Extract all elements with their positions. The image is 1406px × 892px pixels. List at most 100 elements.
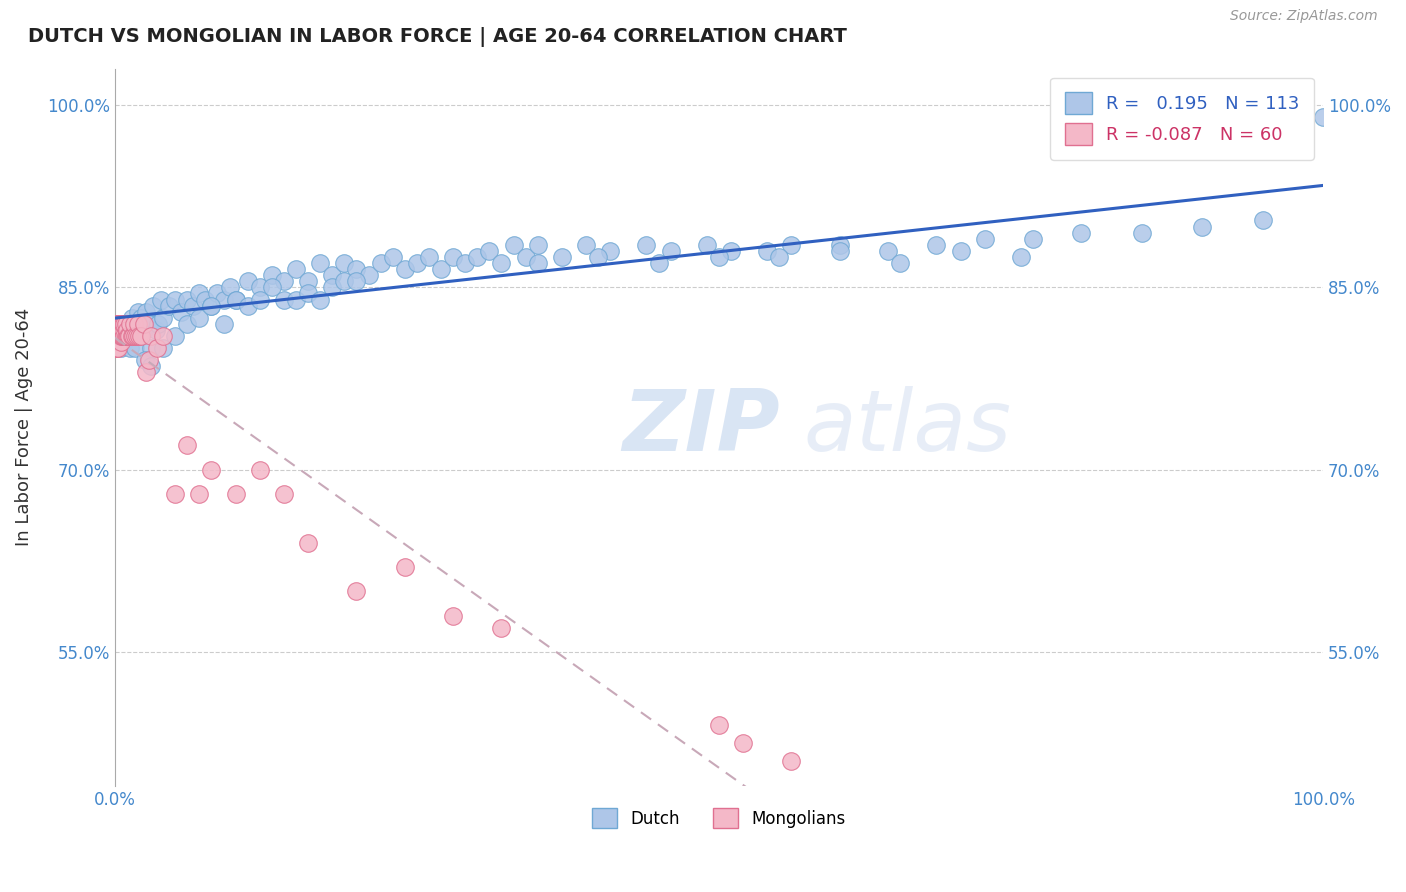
Point	[551, 250, 574, 264]
Point	[107, 317, 129, 331]
Point	[733, 736, 755, 750]
Point	[200, 463, 222, 477]
Point	[1191, 219, 1213, 234]
Point	[110, 323, 132, 337]
Point	[780, 755, 803, 769]
Point	[491, 621, 513, 635]
Point	[260, 280, 283, 294]
Point	[768, 250, 790, 264]
Point	[394, 262, 416, 277]
Point	[110, 329, 132, 343]
Point	[249, 293, 271, 307]
Point	[273, 274, 295, 288]
Point	[118, 323, 141, 337]
Point	[124, 341, 146, 355]
Point	[1010, 250, 1032, 264]
Point	[1312, 110, 1334, 124]
Point	[249, 463, 271, 477]
Point	[889, 256, 911, 270]
Point	[112, 323, 135, 337]
Point	[108, 317, 131, 331]
Point	[188, 286, 211, 301]
Point	[454, 256, 477, 270]
Point	[115, 329, 138, 343]
Point	[309, 256, 332, 270]
Point	[104, 317, 127, 331]
Point	[285, 293, 308, 307]
Point	[105, 329, 128, 343]
Point	[105, 341, 128, 355]
Point	[285, 262, 308, 277]
Point	[111, 317, 134, 331]
Point	[333, 274, 356, 288]
Point	[370, 256, 392, 270]
Point	[200, 299, 222, 313]
Point	[112, 317, 135, 331]
Point	[114, 323, 136, 337]
Point	[218, 280, 240, 294]
Point	[491, 256, 513, 270]
Point	[105, 329, 128, 343]
Point	[108, 323, 131, 337]
Point	[157, 299, 180, 313]
Point	[152, 329, 174, 343]
Point	[181, 299, 204, 313]
Point	[131, 310, 153, 325]
Point	[321, 280, 343, 294]
Point	[132, 323, 155, 337]
Point	[112, 317, 135, 331]
Point	[139, 359, 162, 374]
Point	[188, 310, 211, 325]
Point	[152, 310, 174, 325]
Point	[138, 353, 160, 368]
Point	[148, 317, 170, 331]
Point	[176, 438, 198, 452]
Point	[112, 329, 135, 343]
Point	[118, 329, 141, 343]
Point	[128, 317, 150, 331]
Point	[127, 317, 149, 331]
Point	[321, 268, 343, 283]
Point	[110, 341, 132, 355]
Point	[212, 293, 235, 307]
Point	[125, 329, 148, 343]
Point	[465, 250, 488, 264]
Point	[127, 304, 149, 318]
Point	[949, 244, 972, 258]
Point	[112, 317, 135, 331]
Point	[120, 317, 142, 331]
Point	[117, 329, 139, 343]
Point	[297, 286, 319, 301]
Point	[138, 317, 160, 331]
Point	[135, 366, 157, 380]
Point	[104, 341, 127, 355]
Point	[152, 341, 174, 355]
Point	[107, 341, 129, 355]
Point	[357, 268, 380, 283]
Point	[135, 304, 157, 318]
Point	[1070, 226, 1092, 240]
Point	[105, 317, 128, 331]
Point	[121, 310, 143, 325]
Legend: Dutch, Mongolians: Dutch, Mongolians	[585, 801, 852, 835]
Point	[104, 341, 127, 355]
Point	[236, 274, 259, 288]
Point	[124, 329, 146, 343]
Point	[418, 250, 440, 264]
Point	[110, 334, 132, 349]
Point	[131, 329, 153, 343]
Point	[139, 341, 162, 355]
Y-axis label: In Labor Force | Age 20-64: In Labor Force | Age 20-64	[15, 308, 32, 546]
Point	[117, 317, 139, 331]
Point	[515, 250, 537, 264]
Point	[122, 317, 145, 331]
Point	[104, 329, 127, 343]
Point	[720, 244, 742, 258]
Point	[636, 237, 658, 252]
Point	[273, 487, 295, 501]
Point	[925, 237, 948, 252]
Point	[828, 237, 851, 252]
Point	[145, 323, 167, 337]
Point	[780, 237, 803, 252]
Point	[121, 329, 143, 343]
